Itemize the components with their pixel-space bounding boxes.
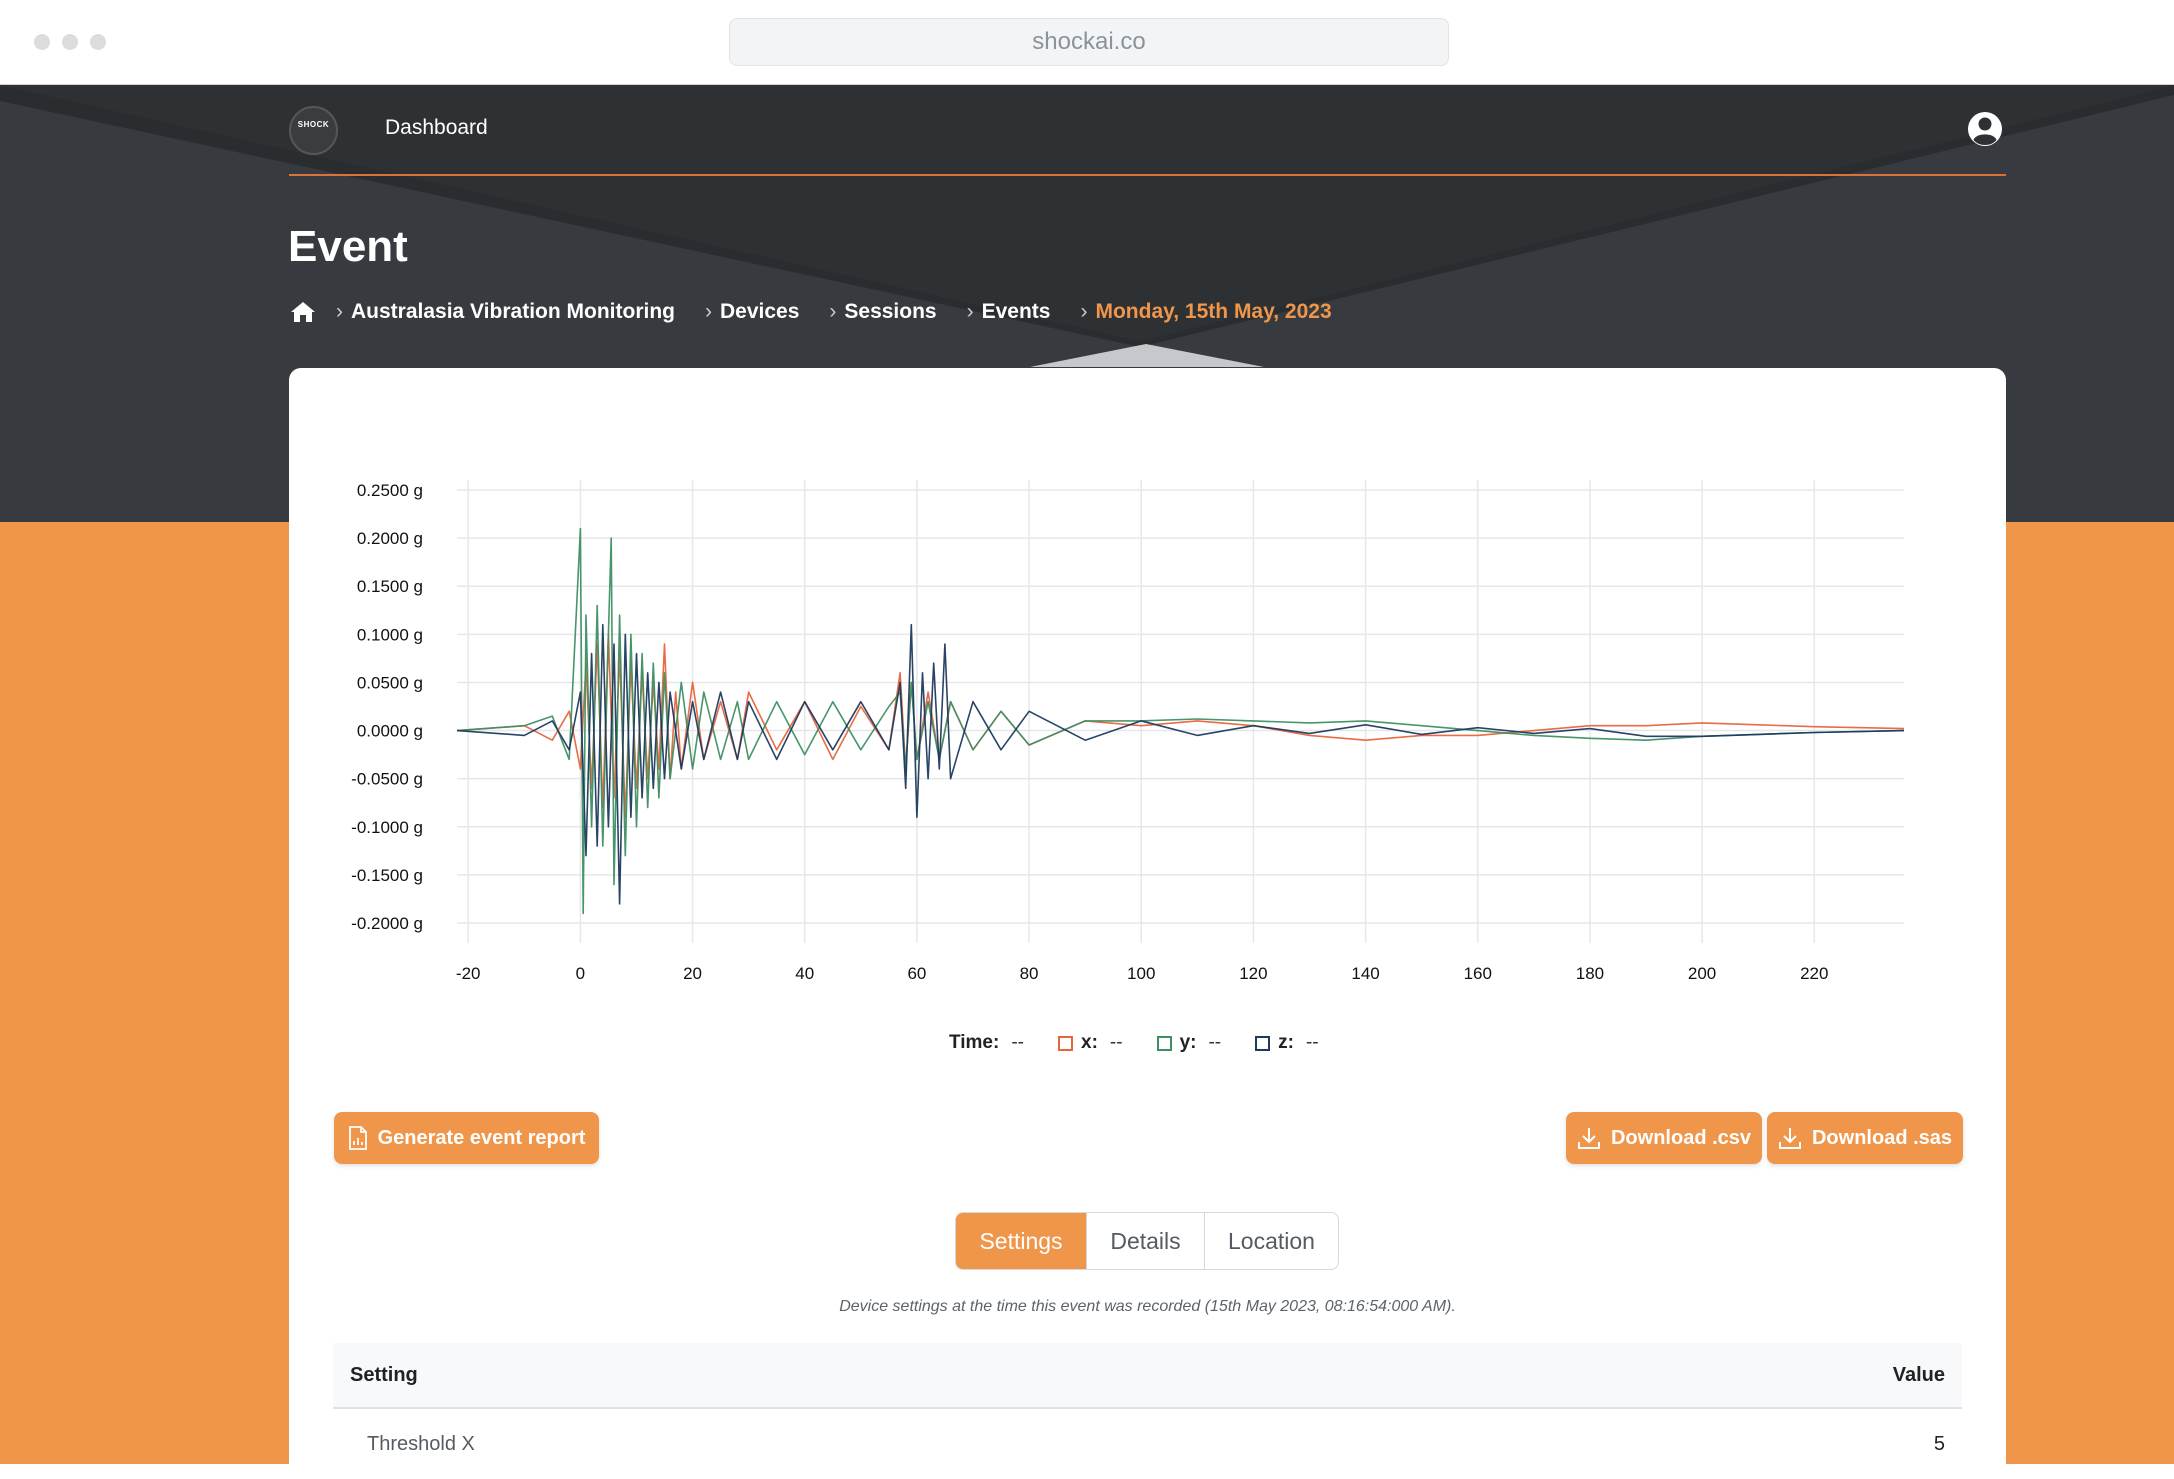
browser-chrome: shockai.co (0, 0, 2174, 85)
y-tick-label: 0.0000 g (357, 722, 423, 741)
download-icon (1778, 1128, 1801, 1149)
y-tick-label: -0.0500 g (351, 770, 423, 789)
y-label: y: (1179, 1032, 1197, 1053)
nav-dashboard-link[interactable]: Dashboard (385, 116, 488, 139)
x-tick-label: 60 (907, 964, 926, 983)
event-tabs: Settings Details Location (955, 1212, 1339, 1270)
x-value: -- (1109, 1032, 1123, 1053)
x-tick-label: 100 (1127, 964, 1155, 983)
z-value: -- (1305, 1032, 1319, 1053)
y-tick-label: 0.2000 g (357, 529, 423, 548)
header-divider (289, 174, 2006, 176)
x-tick-label: 80 (1020, 964, 1039, 983)
y-tick-label: 0.2500 g (357, 481, 423, 500)
breadcrumb-events[interactable]: Events (981, 300, 1051, 323)
user-account-icon[interactable] (1966, 110, 2004, 148)
x-tick-label: 120 (1239, 964, 1267, 983)
y-value: -- (1208, 1032, 1222, 1053)
y-tick-label: 0.1000 g (357, 625, 423, 644)
y-series-toggle[interactable] (1156, 1035, 1172, 1051)
x-tick-label: 220 (1800, 964, 1828, 983)
chevron-right-icon: › (336, 300, 343, 323)
value-column-header: Value (1892, 1363, 1945, 1386)
x-tick-label: 160 (1464, 964, 1492, 983)
time-label: Time: (949, 1032, 1000, 1053)
download-icon (1577, 1128, 1600, 1149)
url-bar[interactable]: shockai.co (729, 18, 1449, 66)
tab-details[interactable]: Details (1086, 1213, 1204, 1269)
tab-settings[interactable]: Settings (956, 1213, 1086, 1269)
chevron-right-icon: › (1080, 300, 1088, 323)
chevron-right-icon: › (966, 300, 974, 323)
x-tick-label: -20 (456, 964, 481, 983)
acceleration-chart[interactable]: -20 0 20 40 60 80 100 120 140 160 180 200 220 0.2500 … (289, 368, 2006, 1008)
y-tick-label: -0.1000 g (351, 818, 423, 837)
x-tick-label: 0 (576, 964, 585, 983)
generate-report-label: Generate event report (377, 1126, 586, 1149)
breadcrumb-current-event: Monday, 15th May, 2023 (1095, 300, 1332, 323)
window-zoom-dot[interactable] (90, 34, 106, 50)
breadcrumb-sessions[interactable]: Sessions (844, 300, 937, 323)
table-row: Threshold X 5 (333, 1409, 1962, 1479)
x-tick-label: 140 (1351, 964, 1379, 983)
y-tick-label: 0.1500 g (357, 577, 423, 596)
time-value: -- (1011, 1032, 1024, 1053)
home-icon[interactable] (290, 300, 316, 324)
series-line-x (456, 633, 1905, 819)
y-tick-label: -0.1500 g (351, 866, 423, 885)
series-line-y (456, 527, 1905, 915)
settings-caption: Device settings at the time this event w… (839, 1298, 1456, 1315)
chevron-right-icon: › (829, 300, 837, 323)
event-card: -20 0 20 40 60 80 100 120 140 160 180 200 220 0.2500 … (289, 368, 2006, 1478)
settings-table: Setting Value Threshold X 5 (333, 1343, 1962, 1479)
x-series-toggle[interactable] (1058, 1035, 1073, 1051)
tab-location[interactable]: Location (1204, 1213, 1338, 1269)
z-series-toggle[interactable] (1255, 1035, 1271, 1051)
setting-column-header: Setting (350, 1363, 418, 1386)
chart-readout: Time: -- x: -- y: -- z: -- (949, 1032, 1353, 1054)
download-sas-button[interactable]: Download .sas (1767, 1112, 1963, 1164)
z-label: z: (1278, 1032, 1294, 1053)
x-tick-label: 180 (1576, 964, 1604, 983)
window-close-dot[interactable] (34, 34, 50, 50)
setting-value: 5 (1933, 1432, 1945, 1455)
settings-table-header: Setting Value (333, 1343, 1962, 1409)
x-tick-label: 20 (683, 964, 702, 983)
breadcrumb-organisation[interactable]: Australasia Vibration Monitoring (351, 300, 675, 323)
setting-name: Threshold X (367, 1432, 475, 1455)
y-tick-label: -0.2000 g (351, 914, 423, 933)
report-file-icon (348, 1126, 367, 1150)
shock-logo[interactable]: SHOCK (289, 106, 338, 155)
y-tick-label: 0.0500 g (357, 673, 423, 692)
chevron-right-icon: › (704, 300, 712, 323)
x-label: x: (1081, 1032, 1098, 1053)
window-minimize-dot[interactable] (62, 34, 78, 50)
breadcrumb-devices[interactable]: Devices (719, 300, 800, 323)
x-tick-label: 200 (1688, 964, 1716, 983)
download-csv-label: Download .csv (1610, 1126, 1752, 1149)
series-line-z (456, 623, 1905, 905)
x-tick-label: 40 (795, 964, 814, 983)
download-csv-button[interactable]: Download .csv (1566, 1112, 1762, 1164)
breadcrumb: › Australasia Vibration Monitoring › Dev… (290, 296, 1362, 328)
page-title: Event (288, 222, 408, 271)
generate-report-button[interactable]: Generate event report (334, 1112, 599, 1164)
download-sas-label: Download .sas (1811, 1126, 1953, 1149)
